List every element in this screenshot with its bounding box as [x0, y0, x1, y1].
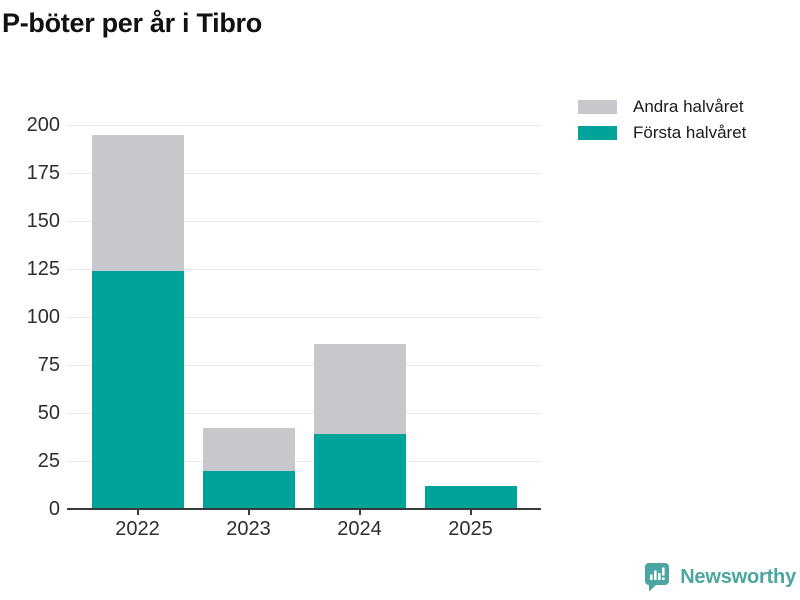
x-tick-2024 [358, 510, 361, 515]
gridline-y-25 [67, 461, 541, 462]
y-axis-label-75: 75 [37, 354, 60, 376]
logo-barchart-glyph [650, 567, 665, 580]
x-axis-label-2023: 2023 [226, 518, 271, 540]
y-axis-label-0: 0 [48, 498, 60, 520]
legend-label: Andra halvåret [633, 97, 744, 116]
x-tick-2025 [469, 510, 472, 515]
bar-2025-forsta-halvaret[interactable] [424, 485, 517, 509]
newsworthy-branding: Newsworthy [644, 562, 796, 592]
x-axis-label-2025: 2025 [448, 518, 493, 540]
plot-area [67, 125, 541, 509]
gridline-y-100 [67, 317, 541, 318]
y-axis-label-150: 150 [26, 210, 60, 232]
bar-2024-forsta-halvaret[interactable] [313, 434, 406, 509]
legend-swatch-icon [578, 100, 617, 114]
legend-swatch-icon [578, 126, 617, 140]
chart-legend: Andra halvåret Första halvåret [578, 97, 747, 151]
bar-2023-andra-halvaret[interactable] [202, 428, 295, 471]
bar-2022-forsta-halvaret[interactable] [91, 270, 184, 509]
legend-item: Första halvåret [578, 123, 747, 142]
bar-2024-andra-halvaret[interactable] [313, 343, 406, 435]
gridline-y-175 [67, 173, 541, 174]
newsworthy-wordmark: Newsworthy [680, 565, 796, 588]
x-axis-line [67, 508, 541, 510]
x-axis-label-2024: 2024 [337, 518, 382, 540]
x-tick-2023 [247, 510, 250, 515]
gridline-y-125 [67, 269, 541, 270]
bar-2022-andra-halvaret[interactable] [91, 134, 184, 271]
newsworthy-logo-icon [645, 563, 670, 592]
legend-label: Första halvåret [633, 123, 747, 142]
y-axis-label-175: 175 [26, 162, 60, 184]
legend-item: Andra halvåret [578, 97, 746, 116]
y-axis-label-25: 25 [37, 450, 60, 472]
bar-2023-forsta-halvaret[interactable] [202, 470, 295, 509]
y-axis-label-50: 50 [37, 402, 60, 424]
x-axis-label-2022: 2022 [115, 518, 160, 540]
gridline-y-75 [67, 365, 541, 366]
y-axis-label-200: 200 [26, 114, 60, 136]
gridline-y-150 [67, 221, 541, 222]
gridline-y-50 [67, 413, 541, 414]
y-axis-label-125: 125 [26, 258, 60, 280]
gridline-y-200 [67, 125, 541, 126]
x-tick-2022 [136, 510, 139, 515]
chart-title: P-böter per år i Tibro [2, 8, 262, 38]
y-axis-label-100: 100 [26, 306, 60, 328]
